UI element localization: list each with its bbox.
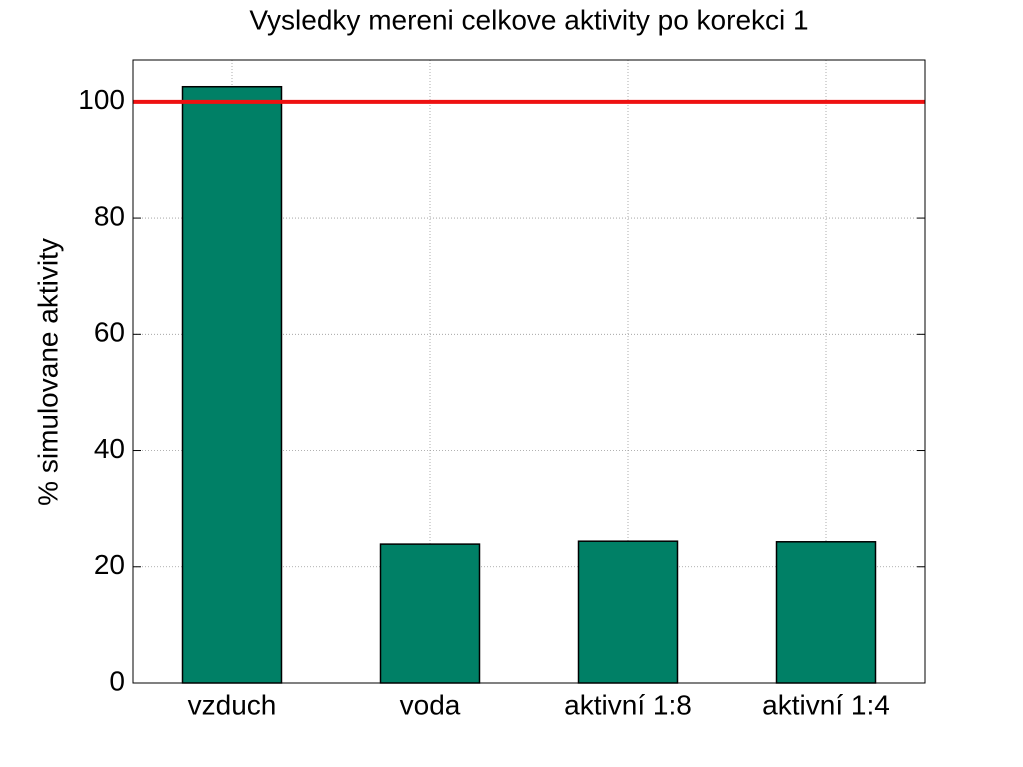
x-tick-label: voda — [400, 689, 461, 720]
bar — [775, 541, 877, 684]
x-tick-label: aktivní 1:4 — [762, 689, 890, 720]
bar — [379, 543, 481, 684]
bar — [181, 85, 283, 684]
x-tick-label: vzduch — [188, 689, 277, 720]
y-axis-label: % simulovane aktivity — [32, 238, 63, 506]
y-tick-label: 0 — [109, 665, 125, 696]
y-tick-label: 80 — [94, 200, 125, 231]
y-tick-label: 60 — [94, 317, 125, 348]
y-tick-label: 20 — [94, 549, 125, 580]
bar — [577, 540, 679, 684]
y-tick-label: 100 — [78, 84, 125, 115]
chart-title: Vysledky mereni celkove aktivity po kore… — [249, 4, 808, 35]
y-tick-label: 40 — [94, 433, 125, 464]
plot-frame — [132, 59, 926, 684]
x-tick-label: aktivní 1:8 — [564, 689, 692, 720]
